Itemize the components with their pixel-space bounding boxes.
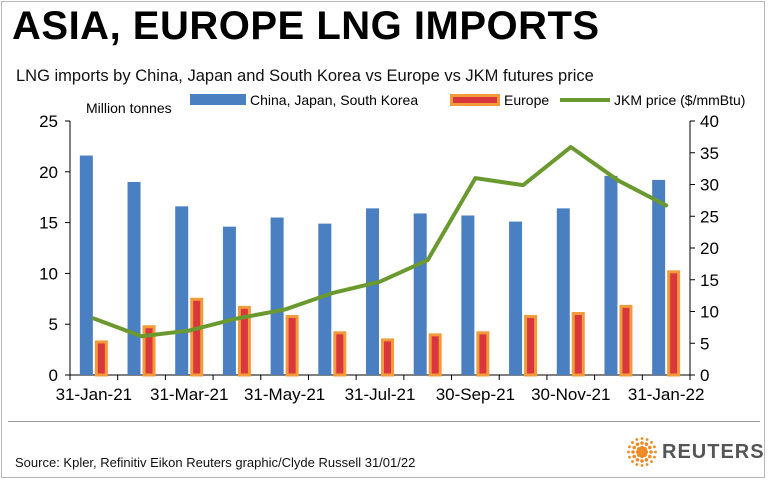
reuters-dot <box>653 445 656 449</box>
reuters-dot <box>635 442 640 447</box>
y-tick-label-right: 20 <box>700 239 719 258</box>
bar-europe <box>428 333 442 377</box>
bar-asia <box>366 208 379 375</box>
y-tick-label-right: 0 <box>700 366 709 385</box>
reuters-dot <box>640 459 644 463</box>
legend-label-asia: China, Japan, South Korea <box>250 92 418 108</box>
legend-label-jkm: JKM price ($/mmBtu) <box>614 92 745 108</box>
reuters-dot <box>631 441 634 444</box>
chart-title: ASIA, EUROPE LNG IMPORTS <box>12 4 600 48</box>
bar-asia <box>652 179 666 375</box>
y-tick-label-right: 10 <box>700 303 719 322</box>
bar-asia <box>604 175 618 375</box>
bar-europe <box>333 331 347 377</box>
reuters-dot <box>645 463 649 466</box>
y-tick-label-right: 35 <box>700 144 719 163</box>
bar-asia <box>79 155 93 375</box>
bar-europe <box>619 304 633 377</box>
bar-europe <box>571 312 585 377</box>
reuters-dot <box>640 441 644 445</box>
reuters-dot <box>647 445 652 450</box>
y-axis-label: Million tonnes <box>86 100 172 116</box>
bar-asia <box>222 226 236 375</box>
x-tick-label: 31-Jan-22 <box>628 385 705 404</box>
bar-asia <box>509 221 523 375</box>
x-tick-label: 30-Sep-21 <box>436 385 515 404</box>
bar-asia <box>175 206 189 375</box>
reuters-dot <box>654 450 657 454</box>
legend-label-europe: Europe <box>504 92 549 108</box>
x-tick-label: 31-May-21 <box>244 385 325 404</box>
reuters-dot <box>644 442 649 447</box>
reuters-dot <box>650 441 653 444</box>
y-tick-label-left: 5 <box>49 315 58 334</box>
y-tick-label-left: 0 <box>49 366 58 385</box>
bar-europe <box>285 315 299 377</box>
bar-europe <box>524 315 538 377</box>
chart-subtitle: LNG imports by China, Japan and South Ko… <box>16 67 594 85</box>
bar-asia <box>556 208 570 375</box>
x-tick-label: 31-Jul-21 <box>345 385 416 404</box>
reuters-dot <box>628 445 631 449</box>
reuters-logo: REUTERS <box>626 436 764 468</box>
bar-europe <box>142 325 156 377</box>
reuters-dot <box>644 457 649 462</box>
bar-asia <box>127 181 141 375</box>
reuters-dot <box>632 445 637 450</box>
y-tick-label-left: 10 <box>39 264 58 283</box>
bar-asia <box>318 223 332 375</box>
reuters-dot <box>647 454 652 459</box>
reuters-dot <box>649 450 653 454</box>
reuters-dot <box>631 450 635 454</box>
source-credit: Source: Kpler, Refinitiv Eikon Reuters g… <box>15 455 416 470</box>
reuters-dot <box>632 454 637 459</box>
bar-europe <box>237 305 251 377</box>
x-tick-label: 31-Mar-21 <box>150 385 228 404</box>
reuters-dot <box>640 450 644 454</box>
bar-asia <box>413 213 427 375</box>
y-tick-label-right: 15 <box>700 271 719 290</box>
reuters-dot <box>635 463 639 466</box>
reuters-logo-text: REUTERS <box>662 441 765 463</box>
bar-europe <box>667 270 681 377</box>
reuters-dot <box>635 457 640 462</box>
y-tick-label-right: 25 <box>700 207 719 226</box>
reuters-dot <box>627 450 630 454</box>
reuters-dot <box>642 446 648 452</box>
reuters-dot <box>645 438 649 441</box>
legend-swatch-europe <box>450 94 500 106</box>
reuters-dot <box>628 455 631 459</box>
reuters-dot <box>635 438 639 441</box>
reuters-dot <box>640 464 644 467</box>
y-tick-label-left: 25 <box>39 112 58 131</box>
y-tick-label-left: 15 <box>39 214 58 233</box>
reuters-dot <box>640 437 644 440</box>
y-tick-label-left: 20 <box>39 163 58 182</box>
reuters-dot <box>653 455 656 459</box>
reuters-dot <box>631 460 634 463</box>
y-tick-label-right: 5 <box>700 334 709 353</box>
bar-asia <box>270 217 284 375</box>
bar-europe <box>94 340 108 377</box>
reuters-dots-icon <box>627 437 657 467</box>
bar-europe <box>190 297 204 377</box>
y-tick-label-right: 30 <box>700 176 719 195</box>
bar-europe <box>476 331 490 377</box>
y-tick-label-right: 40 <box>700 112 719 131</box>
footer-divider <box>8 421 760 422</box>
x-tick-label: 30-Nov-21 <box>531 385 610 404</box>
reuters-dot <box>650 460 653 463</box>
legend-swatch-asia <box>190 94 246 105</box>
x-tick-label: 31-Jan-21 <box>56 385 133 404</box>
bar-europe <box>381 338 394 377</box>
chart-plot: 0 5 10 15 20 25 0 5 10 15 20 25 30 35 40 Million tonnes… <box>39 92 745 404</box>
bar-asia <box>461 215 475 375</box>
